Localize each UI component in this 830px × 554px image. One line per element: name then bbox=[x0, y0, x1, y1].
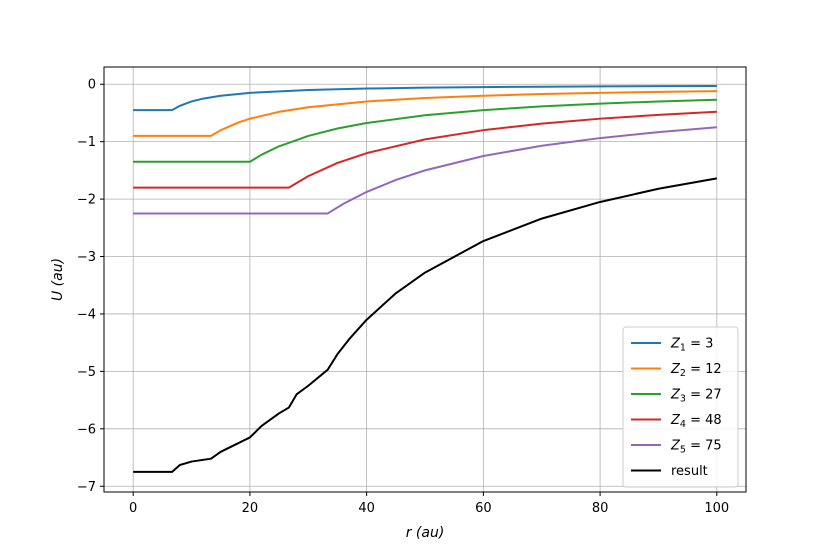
legend: Z1 = 3 Z2 = 12 Z3 = 27 Z4 = 48 Z5 = 75 result bbox=[622, 326, 739, 488]
x-tick-label: 0 bbox=[129, 501, 137, 516]
y-tick-label: −3 bbox=[77, 250, 96, 265]
y-tick-label: −1 bbox=[77, 135, 96, 150]
legend-box bbox=[622, 326, 739, 488]
series-line-1 bbox=[133, 84, 717, 112]
legend-entry: Z4 = 48 bbox=[670, 413, 722, 430]
legend-entry: result bbox=[671, 464, 708, 479]
x-tick-label: 20 bbox=[242, 501, 259, 516]
y-axis-label: U (au) bbox=[50, 258, 66, 301]
x-tick-label: 60 bbox=[475, 501, 492, 516]
axes-frame bbox=[103, 66, 747, 493]
legend-entry: Z1 = 3 bbox=[670, 337, 713, 354]
y-tick-label: 0 bbox=[88, 78, 96, 93]
grid-lines bbox=[104, 67, 746, 492]
x-tick-label: 80 bbox=[592, 501, 609, 516]
series-line-4 bbox=[133, 110, 717, 189]
x-tick-label: 40 bbox=[358, 501, 375, 516]
y-tick-label: −2 bbox=[77, 193, 96, 208]
series-line-5 bbox=[133, 126, 717, 215]
series-line-2 bbox=[133, 90, 717, 137]
series-line-3 bbox=[133, 98, 717, 163]
y-tick-label: −4 bbox=[77, 307, 96, 322]
legend-entry: Z2 = 12 bbox=[670, 362, 722, 379]
y-tick-label: −5 bbox=[77, 365, 96, 380]
series-layer bbox=[133, 84, 717, 473]
tick-layer: 0 20 40 60 80 100 0 −1 −2 −3 −4 −5 −6 −7 bbox=[77, 78, 729, 516]
x-tick-label: 100 bbox=[704, 501, 729, 516]
legend-entry: Z5 = 75 bbox=[670, 439, 722, 456]
x-axis-label: r (au) bbox=[406, 525, 445, 541]
series-line-6 bbox=[133, 177, 717, 473]
y-tick-label: −7 bbox=[77, 480, 96, 495]
legend-entry: Z3 = 27 bbox=[670, 388, 722, 405]
y-tick-label: −6 bbox=[77, 422, 96, 437]
